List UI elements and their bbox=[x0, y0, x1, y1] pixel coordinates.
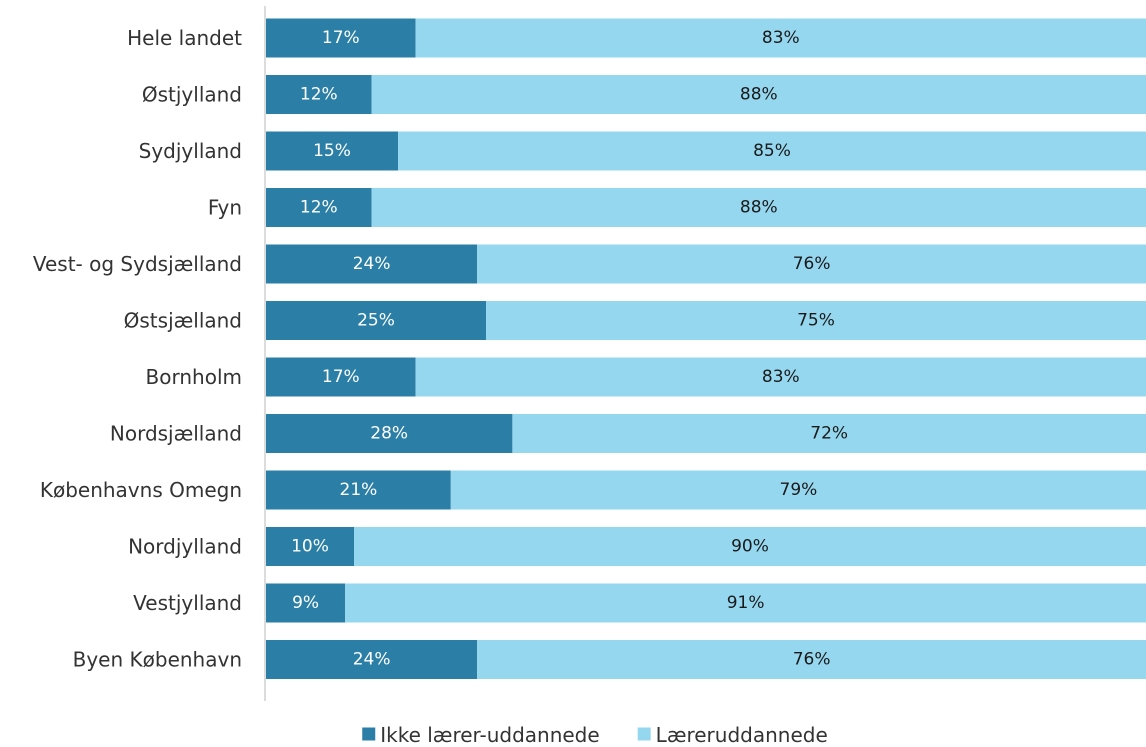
category-label: Nordjylland bbox=[128, 535, 242, 559]
data-label: 17% bbox=[322, 28, 360, 48]
bar-segment-laereruddannede bbox=[415, 357, 1146, 397]
data-label: 76% bbox=[793, 254, 831, 274]
bar-segment-laereruddannede bbox=[486, 301, 1146, 340]
data-label: 24% bbox=[353, 254, 391, 274]
data-label: 75% bbox=[797, 311, 835, 331]
labels-layer: 17% 83% 12% 88% 15% 85% 12% 88% 24% 76% 25% 75% 17% 8… bbox=[291, 28, 848, 670]
data-label: 72% bbox=[810, 424, 848, 444]
category-label: Bornholm bbox=[146, 365, 242, 389]
category-label: Østjylland bbox=[142, 83, 242, 107]
bar-segment-ikke-laerer bbox=[266, 470, 451, 510]
bar-segment-laereruddannede bbox=[450, 470, 1146, 510]
data-label: 90% bbox=[731, 537, 769, 557]
data-label: 21% bbox=[340, 480, 378, 500]
data-label: 83% bbox=[762, 367, 800, 387]
category-label: Hele landet bbox=[127, 26, 242, 50]
bar-segment-ikke-laerer bbox=[266, 527, 354, 566]
data-label: 88% bbox=[740, 85, 778, 105]
legend: Ikke lærer-uddannede Læreruddannede bbox=[362, 723, 828, 747]
data-label: 12% bbox=[300, 198, 338, 218]
category-label: Københavns Omegn bbox=[40, 478, 242, 502]
legend-item-laereruddannede: Læreruddannede bbox=[637, 723, 828, 747]
category-label: Østsjælland bbox=[124, 309, 242, 333]
bar-segment-ikke-laerer bbox=[266, 244, 478, 284]
category-label: Sydjylland bbox=[139, 139, 242, 163]
bar-segment-laereruddannede bbox=[398, 131, 1146, 171]
data-label: 91% bbox=[727, 593, 765, 613]
data-label: 15% bbox=[313, 141, 351, 161]
legend-swatch bbox=[637, 727, 651, 741]
bar-segment-laereruddannede bbox=[371, 75, 1146, 114]
bar-segment-laereruddannede bbox=[345, 583, 1146, 623]
data-label: 76% bbox=[793, 650, 831, 670]
legend-item-ikke-laerer: Ikke lærer-uddannede bbox=[362, 723, 600, 747]
data-label: 79% bbox=[780, 480, 818, 500]
bar-segment-laereruddannede bbox=[477, 244, 1146, 284]
data-label: 85% bbox=[753, 141, 791, 161]
bar-segment-ikke-laerer bbox=[266, 357, 416, 397]
legend-label: Læreruddannede bbox=[656, 723, 828, 747]
data-label: 28% bbox=[370, 424, 408, 444]
bar-segment-ikke-laerer bbox=[266, 414, 513, 453]
bar-segment-ikke-laerer bbox=[266, 640, 478, 679]
bars-layer bbox=[266, 18, 1146, 679]
data-label: 9% bbox=[292, 593, 319, 613]
bar-segment-ikke-laerer bbox=[266, 188, 372, 227]
data-label: 17% bbox=[322, 367, 360, 387]
data-label: 12% bbox=[300, 85, 338, 105]
category-label: Vest- og Sydsjælland bbox=[33, 252, 242, 276]
bar-segment-laereruddannede bbox=[477, 640, 1146, 679]
data-label: 88% bbox=[740, 198, 778, 218]
category-label: Vestjylland bbox=[133, 591, 242, 615]
category-label: Fyn bbox=[208, 196, 242, 220]
bar-segment-laereruddannede bbox=[371, 188, 1146, 227]
data-label: 25% bbox=[357, 311, 395, 331]
data-label: 24% bbox=[353, 650, 391, 670]
legend-swatch bbox=[362, 727, 376, 741]
bar-segment-laereruddannede bbox=[354, 527, 1146, 566]
bar-segment-laereruddannede bbox=[415, 18, 1146, 58]
data-label: 83% bbox=[762, 28, 800, 48]
bar-segment-ikke-laerer bbox=[266, 301, 486, 340]
category-label: Nordsjælland bbox=[110, 422, 242, 446]
bar-segment-ikke-laerer bbox=[266, 131, 398, 171]
category-label: Byen København bbox=[73, 648, 242, 672]
bar-segment-ikke-laerer bbox=[266, 75, 372, 114]
data-label: 10% bbox=[291, 537, 329, 557]
legend-label: Ikke lærer-uddannede bbox=[380, 723, 599, 747]
axis-layer: Hele landet Østjylland Sydjylland Fyn Vest- … bbox=[33, 6, 266, 701]
bar-segment-ikke-laerer bbox=[266, 18, 416, 58]
bar-segment-laereruddannede bbox=[512, 414, 1146, 453]
bar-segment-ikke-laerer bbox=[266, 583, 346, 623]
